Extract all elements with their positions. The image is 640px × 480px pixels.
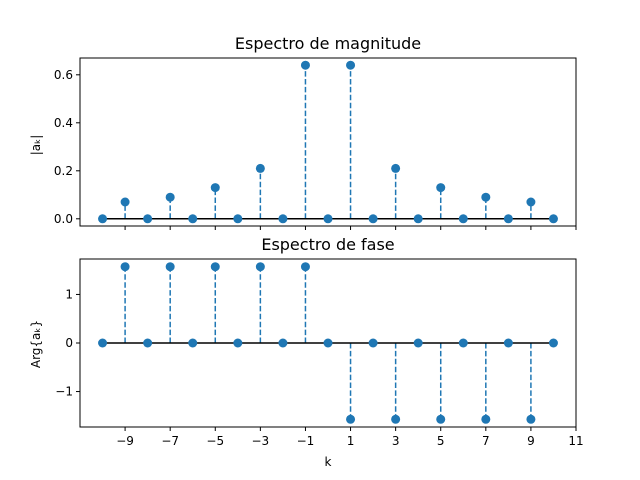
magnitude-stem-marker: [188, 214, 198, 224]
magnitude-stem-marker: [98, 214, 108, 224]
magnitude-stem-marker: [368, 214, 378, 224]
phase-xtick-label: −7: [161, 434, 179, 448]
phase-xtick-label: 1: [347, 434, 355, 448]
magnitude-ytick-label: 0.2: [54, 164, 73, 178]
phase-subplot: Espectro de fase Arg{aₖ} k −101−9 −7 −5 −3−…: [29, 235, 584, 469]
phase-xtick-label: 3: [392, 434, 400, 448]
phase-stem-marker: [120, 262, 130, 272]
phase-ytick-label: 0: [65, 336, 73, 350]
magnitude-stem-marker: [436, 183, 446, 193]
magnitude-stem-marker: [255, 163, 265, 173]
magnitude-stem-marker: [323, 214, 333, 224]
magnitude-stem-marker: [503, 214, 513, 224]
magnitude-stem-marker: [120, 197, 130, 207]
magnitude-stem-marker: [300, 60, 310, 70]
phase-xtick-label: 9: [527, 434, 535, 448]
magnitude-ytick-label: 0.6: [54, 68, 73, 82]
phase-xtick-label: −3: [252, 434, 270, 448]
phase-stem-marker: [143, 338, 153, 348]
magnitude-stem-marker: [143, 214, 153, 224]
phase-stem-marker: [481, 414, 491, 424]
magnitude-stem-marker: [165, 192, 175, 202]
magnitude-stem-marker: [233, 214, 243, 224]
phase-stem-marker: [323, 338, 333, 348]
magnitude-subplot: Espectro de magnitude |aₖ| 0.0 0.2 0.4 0.6: [29, 34, 577, 230]
phase-stem-marker: [188, 338, 198, 348]
magnitude-stem-marker: [413, 214, 423, 224]
phase-xtick-label: 5: [437, 434, 445, 448]
phase-stem-marker: [548, 338, 558, 348]
phase-stem-marker: [300, 262, 310, 272]
phase-xtick-label: 11: [568, 434, 583, 448]
phase-stem-marker: [413, 338, 423, 348]
phase-xtick-label: 7: [482, 434, 490, 448]
magnitude-ytick-label: 0.4: [54, 116, 73, 130]
phase-stem-marker: [98, 338, 108, 348]
phase-frame: [79, 258, 577, 428]
magnitude-stem-marker: [278, 214, 288, 224]
phase-xtick-label: −9: [116, 434, 134, 448]
phase-ylabel: Arg{aₖ}: [29, 320, 43, 368]
magnitude-stem-marker: [481, 192, 491, 202]
magnitude-frame: [79, 57, 577, 227]
magnitude-stem-marker: [210, 183, 220, 193]
phase-stem-marker: [436, 414, 446, 424]
magnitude-stem-marker: [548, 214, 558, 224]
phase-stem-marker: [391, 414, 401, 424]
phase-stem-marker: [278, 338, 288, 348]
magnitude-stem-marker: [346, 60, 356, 70]
phase-xtick-label: −5: [206, 434, 224, 448]
phase-stem-marker: [458, 338, 468, 348]
magnitude-stem-marker: [526, 197, 536, 207]
magnitude-ylabel: |aₖ|: [29, 135, 43, 156]
magnitude-title: Espectro de magnitude: [235, 34, 421, 53]
phase-stem-marker: [255, 262, 265, 272]
magnitude-ytick-label: 0.0: [54, 212, 73, 226]
magnitude-stem-marker: [458, 214, 468, 224]
phase-stem-marker: [210, 262, 220, 272]
phase-xlabel: k: [325, 455, 332, 469]
phase-stem-marker: [346, 414, 356, 424]
magnitude-stem-marker: [391, 163, 401, 173]
phase-xtick-label: −1: [297, 434, 315, 448]
phase-plot-area: −1 0 1 −9 −7 −5 −3 −1 1 3 5 7 9 11: [55, 262, 584, 448]
phase-title: Espectro de fase: [261, 235, 394, 254]
magnitude-plot-area: 0.0 0.2 0.4 0.6: [54, 60, 577, 230]
phase-stem-marker: [368, 338, 378, 348]
phase-ytick-label: 1: [65, 287, 73, 301]
phase-stem-marker: [233, 338, 243, 348]
phase-ytick-label: −1: [55, 385, 73, 399]
phase-stem-marker: [503, 338, 513, 348]
phase-stem-marker: [165, 262, 175, 272]
phase-stem-marker: [526, 414, 536, 424]
